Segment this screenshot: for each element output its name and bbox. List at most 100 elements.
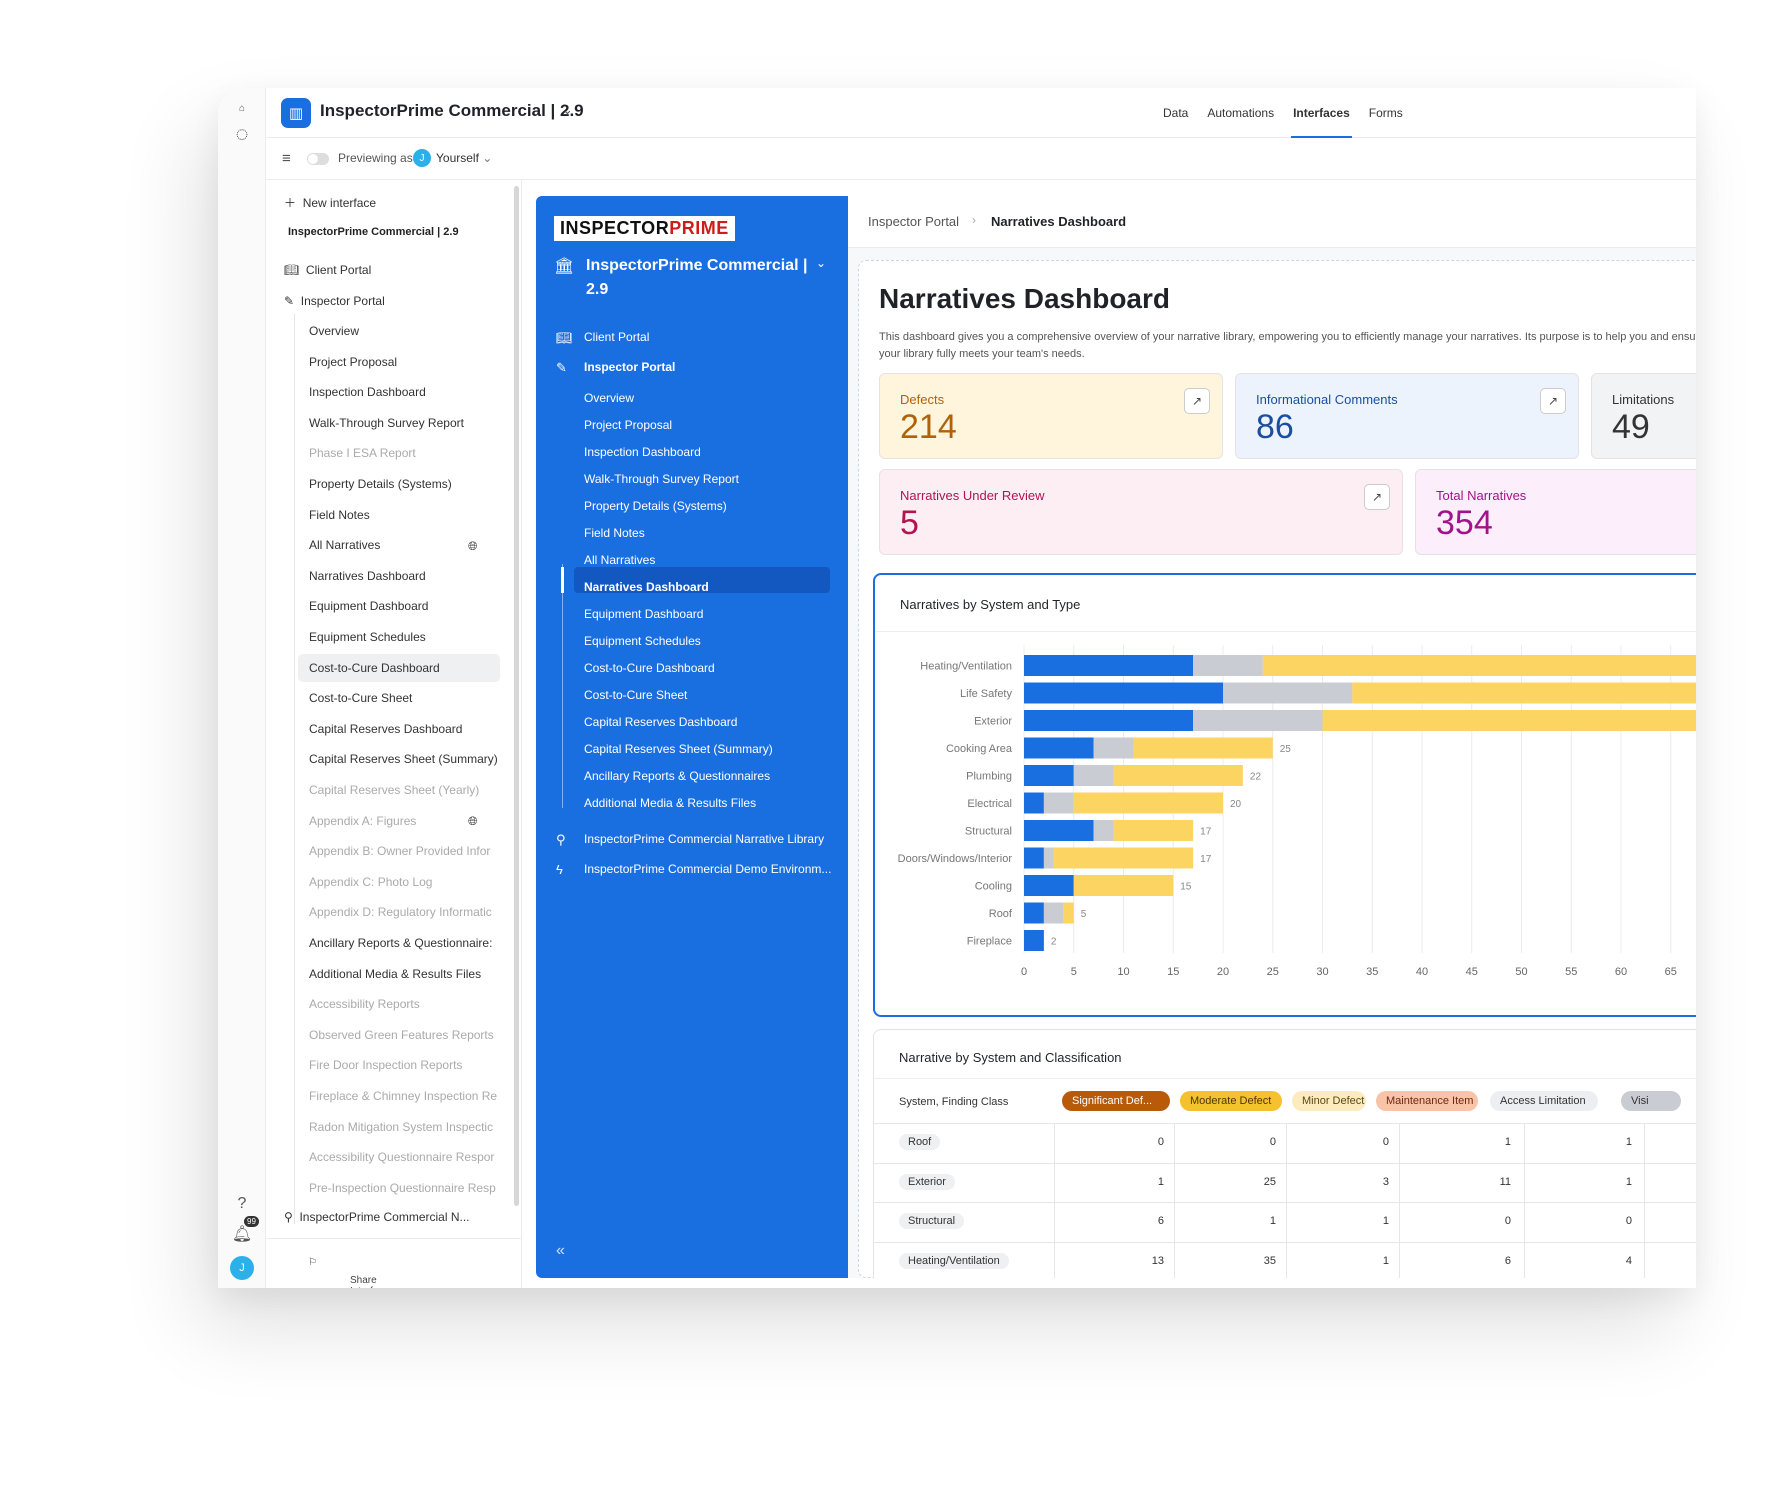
- column-header-pill[interactable]: Access Limitation: [1490, 1091, 1598, 1111]
- sidebar-item-narrative-library[interactable]: ⚲ InspectorPrime Commercial N...: [284, 1210, 484, 1224]
- sidebar-page-item[interactable]: Appendix D: Regulatory Informatic: [309, 905, 492, 920]
- base-title[interactable]: InspectorPrime Commercial | 2.9: [320, 101, 584, 120]
- bell-icon[interactable]: 🔔︎: [231, 1226, 253, 1243]
- help-icon[interactable]: ?: [237, 1195, 247, 1212]
- base-icon[interactable]: ▥: [281, 98, 311, 128]
- expand-arrow-icon[interactable]: ↗: [1184, 388, 1210, 414]
- system-tag: Roof: [899, 1134, 941, 1150]
- nav-item-client-portal[interactable]: Client Portal: [584, 330, 650, 344]
- column-header-pill[interactable]: Minor Defect: [1292, 1091, 1366, 1111]
- sidebar-page-item[interactable]: Cost-to-Cure Sheet: [309, 691, 413, 706]
- sidebar-page-item[interactable]: Appendix C: Photo Log: [309, 874, 433, 889]
- sidebar-page-item[interactable]: Cost-to-Cure Dashboard: [309, 660, 440, 675]
- nav-page-item[interactable]: Cost-to-Cure Dashboard: [584, 661, 715, 675]
- metric-label: Narratives Under Review: [900, 488, 1045, 503]
- feedback-link[interactable]: ⚐ Share Interface Designer feedback: [308, 1257, 389, 1288]
- tab-interfaces[interactable]: Interfaces: [1291, 88, 1352, 138]
- metric-card[interactable]: Total Narratives 354: [1415, 469, 1696, 555]
- nav-item-demo-environment[interactable]: InspectorPrime Commercial Demo Environm.…: [584, 862, 832, 876]
- nav-item-narrative-library[interactable]: InspectorPrime Commercial Narrative Libr…: [584, 832, 825, 846]
- sidebar-page-item[interactable]: Additional Media & Results Files: [309, 966, 482, 981]
- sidebar-item-inspector-portal[interactable]: ✎ Inspector Portal: [284, 294, 484, 308]
- sidebar-page-item[interactable]: Phase I ESA Report: [309, 446, 416, 461]
- sidebar-page-item[interactable]: Fire Door Inspection Reports: [309, 1058, 463, 1073]
- table-cell: 6: [1157, 1215, 1164, 1227]
- sidebar-page-item[interactable]: Radon Mitigation System Inspectic: [309, 1119, 494, 1134]
- new-interface-button[interactable]: ＋ New interface: [284, 194, 484, 211]
- nav-item-inspector-portal[interactable]: Inspector Portal: [584, 360, 676, 374]
- metric-card[interactable]: Limitations 49: [1591, 373, 1696, 459]
- preview-toggle[interactable]: [307, 153, 329, 165]
- breadcrumb-parent[interactable]: Inspector Portal: [868, 214, 960, 229]
- sidebar-page-item[interactable]: Equipment Schedules: [309, 630, 426, 644]
- sidebar-page-item[interactable]: Inspection Dashboard: [309, 385, 426, 400]
- sidebar-page-item[interactable]: Walk-Through Survey Report: [309, 415, 464, 430]
- expand-arrow-icon[interactable]: ↗: [1364, 484, 1390, 510]
- sidebar-page-item[interactable]: Equipment Dashboard: [309, 599, 429, 614]
- column-header-pill[interactable]: Visi: [1621, 1091, 1681, 1111]
- table-row[interactable]: Structural 6 1 1 0 0: [874, 1202, 1696, 1243]
- home-icon[interactable]: ⌂: [238, 102, 246, 114]
- metric-card[interactable]: Narratives Under Review 5 ↗: [879, 469, 1403, 555]
- chevron-down-icon[interactable]: ⌄: [816, 256, 827, 270]
- table-row[interactable]: Exterior 1 25 3 11 1: [874, 1162, 1696, 1204]
- bar-segment: [1113, 820, 1194, 841]
- table-row[interactable]: Heating/Ventilation 13 35 1 6 4: [874, 1241, 1696, 1278]
- nav-page-item[interactable]: All Narratives: [584, 553, 656, 567]
- nav-page-item[interactable]: Narratives Dashboard: [584, 580, 709, 594]
- selected-page-highlight: [298, 654, 500, 682]
- sidebar-page-item[interactable]: Observed Green Features Reports: [309, 1027, 494, 1042]
- table-row[interactable]: Roof 0 0 0 1 1: [874, 1123, 1696, 1164]
- metric-card[interactable]: Informational Comments 86 ↗: [1235, 373, 1579, 459]
- sidebar-page-item[interactable]: Appendix A: Figures: [309, 813, 417, 828]
- sidebar-page-item[interactable]: Ancillary Reports & Questionnaire:: [309, 936, 493, 950]
- metric-card[interactable]: Defects 214 ↗: [879, 373, 1223, 459]
- sidebar-page-item[interactable]: Appendix B: Owner Provided Infor: [309, 844, 491, 859]
- nav-page-item[interactable]: Field Notes: [584, 526, 645, 540]
- nav-page-item[interactable]: Inspection Dashboard: [584, 445, 701, 459]
- nav-page-item[interactable]: Property Details (Systems): [584, 499, 727, 513]
- sidebar-page-item[interactable]: Capital Reserves Sheet (Yearly): [309, 783, 480, 797]
- sidebar-page-item[interactable]: Capital Reserves Dashboard: [309, 721, 463, 736]
- nav-page-item[interactable]: Ancillary Reports & Questionnaires: [584, 769, 771, 783]
- nav-page-item[interactable]: Additional Media & Results Files: [584, 796, 757, 810]
- x-tick-label: 20: [1217, 966, 1229, 978]
- column-header-pill[interactable]: Maintenance Item: [1376, 1091, 1478, 1111]
- expand-arrow-icon[interactable]: ↗: [1540, 388, 1566, 414]
- sidebar-page-item[interactable]: Fireplace & Chimney Inspection Re: [309, 1089, 498, 1103]
- sidebar-page-item[interactable]: Pre-Inspection Questionnaire Resp: [309, 1180, 496, 1195]
- column-header-pill[interactable]: Significant Def...: [1062, 1091, 1170, 1111]
- nav-page-item[interactable]: Equipment Schedules: [584, 634, 701, 648]
- nav-page-item[interactable]: Capital Reserves Dashboard: [584, 715, 738, 729]
- workspace-icon[interactable]: ◌: [235, 121, 249, 146]
- nav-page-item[interactable]: Project Proposal: [584, 418, 673, 432]
- collapse-icon[interactable]: «: [556, 1242, 565, 1259]
- app-nav-title[interactable]: InspectorPrime Commercial | 2.9: [586, 257, 808, 298]
- sidebar-page-item[interactable]: Capital Reserves Sheet (Summary): [309, 752, 498, 767]
- nav-page-item[interactable]: Equipment Dashboard: [584, 607, 704, 621]
- nav-page-item[interactable]: Cost-to-Cure Sheet: [584, 688, 688, 702]
- nav-page-item[interactable]: Capital Reserves Sheet (Summary): [584, 742, 773, 756]
- tab-automations[interactable]: Automations: [1207, 106, 1275, 120]
- chevron-down-icon[interactable]: ⌄: [562, 102, 573, 117]
- sidebar-page-item[interactable]: Accessibility Reports: [309, 997, 420, 1012]
- sidebar-page-item[interactable]: Property Details (Systems): [309, 477, 452, 491]
- nav-page-item[interactable]: Overview: [584, 391, 635, 405]
- tab-data[interactable]: Data: [1163, 106, 1189, 120]
- sidebar-page-item[interactable]: Project Proposal: [309, 354, 398, 369]
- sidebar-page-item[interactable]: Accessibility Questionnaire Respor: [309, 1150, 495, 1165]
- sidebar-page-item[interactable]: All Narratives: [309, 538, 381, 553]
- sidebar-page-item[interactable]: Overview: [309, 324, 360, 338]
- column-header-pill[interactable]: Moderate Defect: [1180, 1091, 1282, 1111]
- table-cell: 25: [1263, 1175, 1276, 1188]
- sidebar-page-item[interactable]: Narratives Dashboard: [309, 568, 426, 583]
- sidebar-item-client-portal[interactable]: 📖︎ Client Portal: [284, 263, 484, 277]
- bar-total-label: 2: [1051, 937, 1057, 948]
- preview-user-select[interactable]: Yourself ⌄: [436, 151, 492, 165]
- avatar[interactable]: J: [230, 1256, 254, 1280]
- nav-page-item[interactable]: Walk-Through Survey Report: [584, 472, 739, 486]
- tab-forms[interactable]: Forms: [1368, 106, 1403, 120]
- hamburger-icon[interactable]: ≡: [282, 150, 291, 167]
- scrollbar[interactable]: [514, 186, 519, 1206]
- sidebar-page-item[interactable]: Field Notes: [309, 507, 370, 522]
